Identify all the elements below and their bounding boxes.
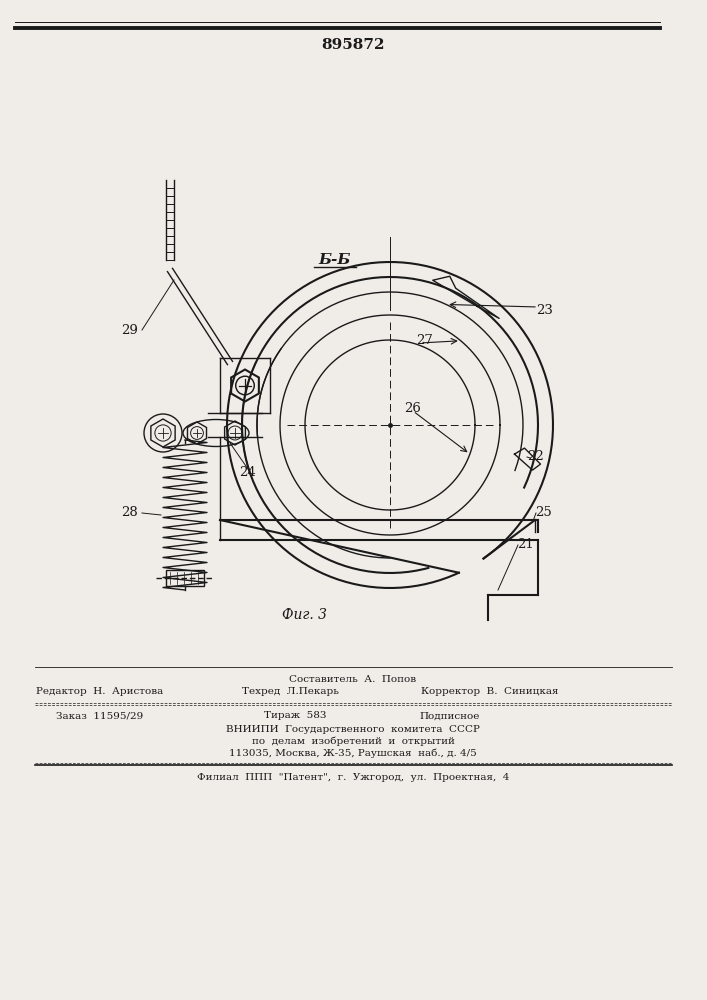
Text: 21: 21 <box>517 538 533 552</box>
Bar <box>166 570 204 586</box>
Text: 25: 25 <box>534 506 551 520</box>
Text: 895872: 895872 <box>321 38 385 52</box>
Text: 28: 28 <box>122 506 139 520</box>
Text: 22: 22 <box>527 450 544 464</box>
Text: по  делам  изобретений  и  открытий: по делам изобретений и открытий <box>252 736 455 746</box>
Text: ВНИИПИ  Государственного  комитета  СССР: ВНИИПИ Государственного комитета СССР <box>226 724 480 734</box>
Text: Б-Б: Б-Б <box>319 253 351 267</box>
Text: 23: 23 <box>537 304 554 316</box>
Text: 26: 26 <box>404 401 421 414</box>
Text: Фиг. 3: Фиг. 3 <box>283 608 327 622</box>
Text: Редактор  Н.  Аристова: Редактор Н. Аристова <box>36 688 163 696</box>
Text: 29: 29 <box>122 324 139 336</box>
Text: Заказ  11595/29: Заказ 11595/29 <box>57 712 144 720</box>
Text: 27: 27 <box>416 334 433 347</box>
Text: Составитель  А.  Попов: Составитель А. Попов <box>289 674 416 684</box>
Text: 113035, Москва, Ж-35, Раушская  наб., д. 4/5: 113035, Москва, Ж-35, Раушская наб., д. … <box>229 748 477 758</box>
Text: Подписное: Подписное <box>420 712 480 720</box>
Text: Тираж  583: Тираж 583 <box>264 712 326 720</box>
Text: Техред  Л.Пекарь: Техред Л.Пекарь <box>242 688 339 696</box>
Text: Корректор  В.  Синицкая: Корректор В. Синицкая <box>421 688 559 696</box>
Text: Филиал  ППП  "Патент",  г.  Ужгород,  ул.  Проектная,  4: Филиал ППП "Патент", г. Ужгород, ул. Про… <box>197 772 509 782</box>
Text: 24: 24 <box>240 466 257 480</box>
